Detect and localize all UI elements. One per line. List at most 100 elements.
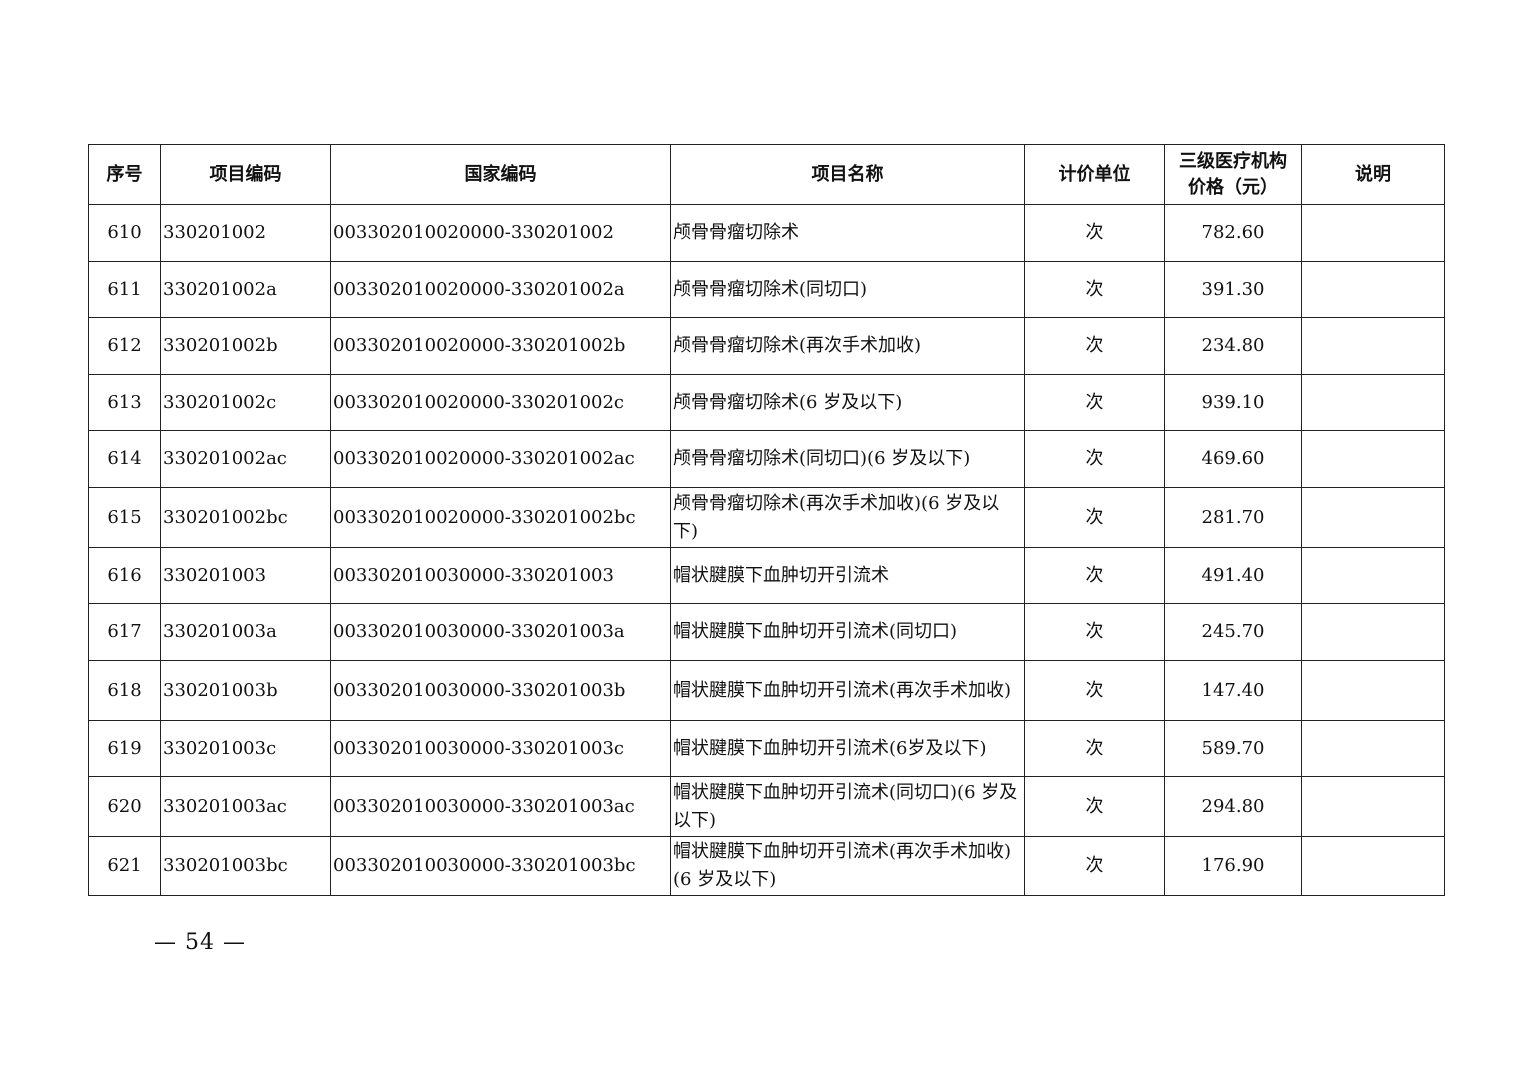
item-code-cell: 330201003bc <box>160 836 331 896</box>
item-name-cell: 帽状腱膜下血肿切开引流术(6岁及以下) <box>670 720 1025 777</box>
pricing-unit-cell: 次 <box>1024 547 1165 604</box>
national-code-cell: 003302010030000-330201003ac <box>330 776 671 837</box>
note-cell <box>1301 720 1445 777</box>
pricing-unit-cell: 次 <box>1024 430 1165 488</box>
row-number-cell: 610 <box>88 204 161 262</box>
table-row: 616 330201003 003302010030000-330201003 帽状腱… <box>88 547 1445 604</box>
row-number-cell: 614 <box>88 430 161 488</box>
header-national-code: 国家编码 <box>330 144 671 205</box>
table-row: 610 330201002 003302010020000-330201002 颅骨骨… <box>88 204 1445 262</box>
item-name-cell: 帽状腱膜下血肿切开引流术(同切口)(6 岁及以下) <box>670 776 1025 837</box>
price-cell: 939.10 <box>1164 374 1302 431</box>
national-code-cell: 003302010020000-330201002bc <box>330 487 671 548</box>
item-name-cell: 帽状腱膜下血肿切开引流术(再次手术加收) <box>670 660 1025 721</box>
row-number-cell: 616 <box>88 547 161 604</box>
note-cell <box>1301 317 1445 375</box>
row-number-cell: 620 <box>88 776 161 837</box>
item-name-cell: 颅骨骨瘤切除术(同切口) <box>670 261 1025 318</box>
note-cell <box>1301 430 1445 488</box>
item-code-cell: 330201002c <box>160 374 331 431</box>
note-cell <box>1301 204 1445 262</box>
item-code-cell: 330201002 <box>160 204 331 262</box>
pricing-unit-cell: 次 <box>1024 374 1165 431</box>
note-cell <box>1301 603 1445 661</box>
row-number-cell: 617 <box>88 603 161 661</box>
price-cell: 147.40 <box>1164 660 1302 721</box>
table-row: 620 330201003ac 003302010030000-330201003a… <box>88 776 1445 837</box>
pricing-unit-cell: 次 <box>1024 776 1165 837</box>
row-number-cell: 615 <box>88 487 161 548</box>
note-cell <box>1301 776 1445 837</box>
pricing-unit-cell: 次 <box>1024 720 1165 777</box>
price-cell: 245.70 <box>1164 603 1302 661</box>
item-code-cell: 330201002a <box>160 261 331 318</box>
item-name-cell: 帽状腱膜下血肿切开引流术(同切口) <box>670 603 1025 661</box>
item-name-cell: 帽状腱膜下血肿切开引流术 <box>670 547 1025 604</box>
item-code-cell: 330201003b <box>160 660 331 721</box>
header-code: 项目编码 <box>160 144 331 205</box>
price-cell: 782.60 <box>1164 204 1302 262</box>
national-code-cell: 003302010020000-330201002ac <box>330 430 671 488</box>
price-cell: 391.30 <box>1164 261 1302 318</box>
national-code-cell: 003302010030000-330201003bc <box>330 836 671 896</box>
table-row: 617 330201003a 003302010030000-330201003a 帽… <box>88 603 1445 661</box>
table-row: 612 330201002b 003302010020000-330201002b 颅… <box>88 317 1445 375</box>
price-cell: 469.60 <box>1164 430 1302 488</box>
table-row: 615 330201002bc 003302010020000-330201002b… <box>88 487 1445 548</box>
row-number-cell: 621 <box>88 836 161 896</box>
national-code-cell: 003302010030000-330201003 <box>330 547 671 604</box>
table-row: 614 330201002ac 003302010020000-330201002a… <box>88 430 1445 488</box>
price-table: 序号 项目编码 国家编码 项目名称 计价单位 三级医疗机构价格（元） 说明 61… <box>88 144 1445 896</box>
national-code-cell: 003302010030000-330201003c <box>330 720 671 777</box>
note-cell <box>1301 261 1445 318</box>
item-code-cell: 330201002b <box>160 317 331 375</box>
table-row: 619 330201003c 003302010030000-330201003c 帽… <box>88 720 1445 777</box>
row-number-cell: 612 <box>88 317 161 375</box>
national-code-cell: 003302010020000-330201002 <box>330 204 671 262</box>
national-code-cell: 003302010030000-330201003a <box>330 603 671 661</box>
note-cell <box>1301 547 1445 604</box>
pricing-unit-cell: 次 <box>1024 204 1165 262</box>
price-cell: 589.70 <box>1164 720 1302 777</box>
page-number: — 54 — <box>154 930 246 955</box>
row-number-cell: 613 <box>88 374 161 431</box>
item-name-cell: 颅骨骨瘤切除术(同切口)(6 岁及以下) <box>670 430 1025 488</box>
item-name-cell: 颅骨骨瘤切除术 <box>670 204 1025 262</box>
price-cell: 491.40 <box>1164 547 1302 604</box>
table-row: 613 330201002c 003302010020000-330201002c 颅… <box>88 374 1445 431</box>
pricing-unit-cell: 次 <box>1024 261 1165 318</box>
table-row: 618 330201003b 003302010030000-330201003b 帽… <box>88 660 1445 721</box>
note-cell <box>1301 374 1445 431</box>
table-header-row: 序号 项目编码 国家编码 项目名称 计价单位 三级医疗机构价格（元） 说明 <box>88 144 1445 205</box>
row-number-cell: 611 <box>88 261 161 318</box>
pricing-unit-cell: 次 <box>1024 660 1165 721</box>
pricing-unit-cell: 次 <box>1024 836 1165 896</box>
header-unit: 计价单位 <box>1024 144 1165 205</box>
item-name-cell: 帽状腱膜下血肿切开引流术(再次手术加收)(6 岁及以下) <box>670 836 1025 896</box>
pricing-unit-cell: 次 <box>1024 603 1165 661</box>
price-cell: 176.90 <box>1164 836 1302 896</box>
pricing-unit-cell: 次 <box>1024 317 1165 375</box>
item-code-cell: 330201003a <box>160 603 331 661</box>
item-name-cell: 颅骨骨瘤切除术(再次手术加收)(6 岁及以下) <box>670 487 1025 548</box>
national-code-cell: 003302010020000-330201002b <box>330 317 671 375</box>
item-name-cell: 颅骨骨瘤切除术(6 岁及以下) <box>670 374 1025 431</box>
note-cell <box>1301 487 1445 548</box>
price-cell: 281.70 <box>1164 487 1302 548</box>
item-code-cell: 330201002ac <box>160 430 331 488</box>
national-code-cell: 003302010030000-330201003b <box>330 660 671 721</box>
item-name-cell: 颅骨骨瘤切除术(再次手术加收) <box>670 317 1025 375</box>
item-code-cell: 330201003c <box>160 720 331 777</box>
price-cell: 294.80 <box>1164 776 1302 837</box>
national-code-cell: 003302010020000-330201002c <box>330 374 671 431</box>
row-number-cell: 619 <box>88 720 161 777</box>
header-note: 说明 <box>1301 144 1445 205</box>
row-number-cell: 618 <box>88 660 161 721</box>
price-cell: 234.80 <box>1164 317 1302 375</box>
item-code-cell: 330201003ac <box>160 776 331 837</box>
note-cell <box>1301 836 1445 896</box>
header-name: 项目名称 <box>670 144 1025 205</box>
item-code-cell: 330201002bc <box>160 487 331 548</box>
national-code-cell: 003302010020000-330201002a <box>330 261 671 318</box>
header-no: 序号 <box>88 144 161 205</box>
